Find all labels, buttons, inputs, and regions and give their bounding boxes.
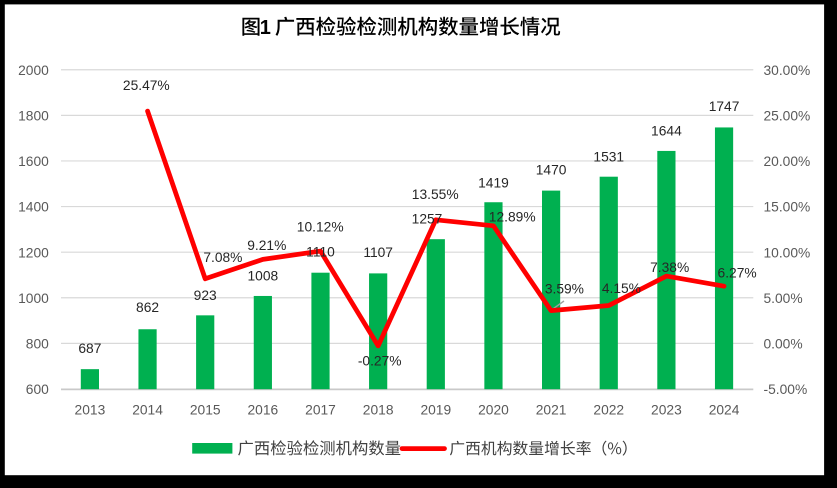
svg-text:1470: 1470 [536,162,567,177]
svg-text:1531: 1531 [593,150,624,165]
svg-text:2013: 2013 [75,403,106,418]
svg-text:687: 687 [78,341,101,356]
svg-text:1644: 1644 [651,123,682,138]
svg-text:2014: 2014 [132,403,163,418]
svg-text:25.00%: 25.00% [764,108,811,123]
svg-text:20.00%: 20.00% [764,154,811,169]
svg-text:1008: 1008 [247,268,278,283]
svg-text:2019: 2019 [420,403,451,418]
svg-text:7.38%: 7.38% [650,260,689,275]
svg-text:1419: 1419 [478,176,509,191]
svg-text:1800: 1800 [18,108,49,123]
svg-text:2016: 2016 [247,403,278,418]
svg-text:1: 1 [260,17,271,39]
svg-text:0.00%: 0.00% [764,336,803,351]
svg-text:1747: 1747 [709,99,740,114]
svg-text:6.27%: 6.27% [718,266,757,281]
svg-text:3.59%: 3.59% [545,281,584,296]
svg-text:12.89%: 12.89% [489,209,536,224]
svg-text:-5.00%: -5.00% [764,382,808,397]
svg-text:862: 862 [136,300,159,315]
svg-text:2017: 2017 [305,403,336,418]
svg-text:923: 923 [194,288,217,303]
svg-text:-0.27%: -0.27% [358,353,402,368]
svg-text:1400: 1400 [18,200,49,215]
svg-text:30.00%: 30.00% [764,63,811,78]
svg-text:1000: 1000 [18,291,49,306]
svg-text:10.00%: 10.00% [764,245,811,260]
svg-text:1600: 1600 [18,154,49,169]
svg-text:7.08%: 7.08% [203,250,242,265]
svg-text:9.21%: 9.21% [247,238,286,253]
svg-text:1257: 1257 [412,212,443,227]
svg-text:25.47%: 25.47% [123,78,170,93]
svg-text:13.55%: 13.55% [412,187,459,202]
svg-text:2022: 2022 [593,403,624,418]
svg-text:5.00%: 5.00% [764,291,803,306]
svg-text:1200: 1200 [18,245,49,260]
svg-text:2015: 2015 [190,403,221,418]
svg-text:1110: 1110 [306,244,335,259]
svg-text:10.12%: 10.12% [297,220,344,235]
svg-text:2023: 2023 [651,403,682,418]
svg-text:2024: 2024 [709,403,740,418]
svg-text:800: 800 [26,336,49,351]
svg-text:2000: 2000 [18,63,49,78]
svg-text:2018: 2018 [363,403,394,418]
svg-text:1107: 1107 [363,245,393,260]
svg-text:2021: 2021 [536,403,567,418]
svg-text:2020: 2020 [478,403,509,418]
svg-text:4.15%: 4.15% [602,281,641,296]
svg-text:15.00%: 15.00% [764,200,811,215]
svg-text:600: 600 [26,382,49,397]
